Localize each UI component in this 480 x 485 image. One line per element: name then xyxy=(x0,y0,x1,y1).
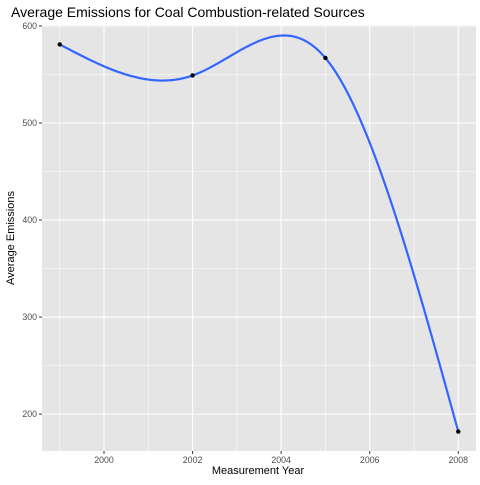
grid-major xyxy=(42,25,476,451)
y-tick-label: 500 xyxy=(22,118,37,128)
data-point xyxy=(57,42,62,47)
plot-panel xyxy=(42,25,476,451)
y-tick-label: 300 xyxy=(22,312,37,322)
points-layer xyxy=(57,42,461,434)
series-line xyxy=(59,34,460,432)
data-point xyxy=(323,55,328,61)
x-tick-label: 2004 xyxy=(271,455,291,465)
y-axis: 200 300 400 500 600 xyxy=(22,21,42,419)
data-point xyxy=(190,73,195,78)
y-tick-label: 200 xyxy=(22,409,37,419)
data-point xyxy=(456,429,461,434)
x-tick-label: 2002 xyxy=(183,455,203,465)
grid-minor xyxy=(42,25,476,451)
series-layer xyxy=(59,34,460,432)
x-tick-label: 2006 xyxy=(360,455,380,465)
y-tick-label: 400 xyxy=(22,215,37,225)
y-tick-label: 600 xyxy=(22,21,37,31)
chart-title: Average Emissions for Coal Combustion-re… xyxy=(11,4,365,20)
x-axis-label: Measurement Year xyxy=(212,465,305,477)
y-axis-label: Average Emissions xyxy=(5,191,17,285)
x-tick-label: 2000 xyxy=(94,455,114,465)
x-axis: 2000 2002 2004 2006 2008 xyxy=(94,451,468,465)
x-tick-label: 2008 xyxy=(448,455,468,465)
